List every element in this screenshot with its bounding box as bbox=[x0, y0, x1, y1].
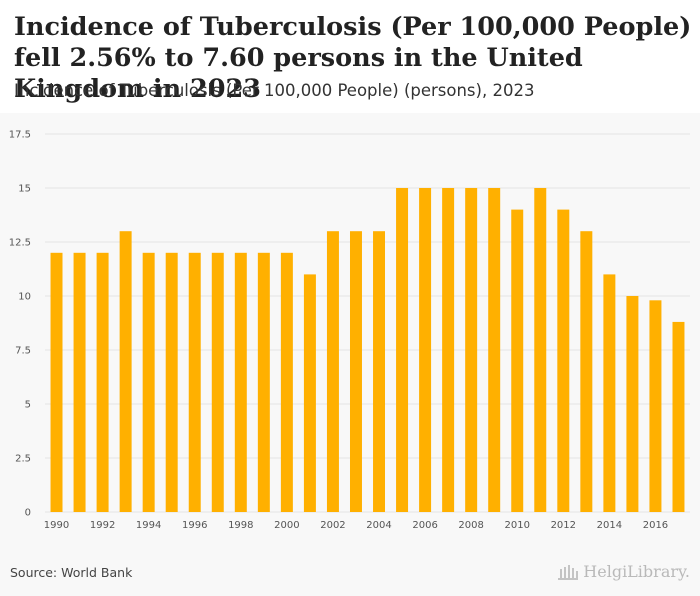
y-tick-label: 7.5 bbox=[15, 346, 31, 357]
bar-2001[interactable] bbox=[303, 274, 316, 512]
bar-2003[interactable] bbox=[349, 231, 362, 512]
x-tick-label: 1992 bbox=[90, 520, 115, 531]
x-tick-labels: 1990 1992 1994 1996 1998 2000 2002 2004 2006 2008… bbox=[44, 520, 668, 531]
bar-2006[interactable] bbox=[419, 188, 432, 512]
x-tick-label: 2004 bbox=[366, 520, 391, 531]
bar-1998[interactable] bbox=[234, 252, 247, 513]
bar-1990[interactable] bbox=[50, 252, 63, 513]
y-tick-label: 17.5 bbox=[9, 130, 31, 141]
bar-2014[interactable] bbox=[603, 274, 616, 512]
bar-1995[interactable] bbox=[165, 252, 178, 513]
bar-2008[interactable] bbox=[465, 188, 478, 512]
bar-1993[interactable] bbox=[119, 231, 132, 512]
helgi-library-logo: HelgiLibrary. bbox=[557, 562, 690, 581]
grid-lines bbox=[45, 133, 690, 513]
x-tick-label: 2008 bbox=[458, 520, 483, 531]
bar-1999[interactable] bbox=[257, 252, 270, 513]
bar-1994[interactable] bbox=[142, 252, 155, 513]
bar-2007[interactable] bbox=[442, 188, 455, 512]
chart-title: Incidence of Tuberculosis (Per 100,000 P… bbox=[14, 12, 692, 104]
bar-2000[interactable] bbox=[280, 252, 293, 513]
bar-2015[interactable] bbox=[626, 296, 639, 512]
source-note: Source: World Bank bbox=[10, 565, 133, 580]
bar-2017[interactable] bbox=[672, 321, 685, 512]
x-tick-label: 2006 bbox=[412, 520, 437, 531]
y-tick-label: 2.5 bbox=[15, 454, 31, 465]
bar-1997[interactable] bbox=[211, 252, 224, 513]
y-tick-label: 12.5 bbox=[9, 238, 31, 249]
x-tick-label: 2014 bbox=[597, 520, 622, 531]
x-tick-label: 2012 bbox=[551, 520, 576, 531]
bar-2011[interactable] bbox=[534, 188, 547, 512]
chart-header: Incidence of Tuberculosis (Per 100,000 P… bbox=[0, 0, 700, 113]
x-tick-label: 1994 bbox=[136, 520, 161, 531]
y-tick-label: 5 bbox=[25, 400, 31, 411]
chart-area: 0 2.5 5 7.5 10 12.5 15 17.5 1990 1992 1994 1996 199… bbox=[0, 113, 700, 596]
bars bbox=[50, 188, 685, 513]
bar-2013[interactable] bbox=[580, 231, 593, 512]
x-tick-label: 1996 bbox=[182, 520, 207, 531]
x-tick-label: 2010 bbox=[505, 520, 530, 531]
library-building-icon bbox=[558, 564, 579, 580]
bar-2016[interactable] bbox=[649, 300, 662, 512]
bar-2010[interactable] bbox=[511, 209, 524, 512]
y-tick-label: 10 bbox=[18, 292, 31, 303]
bar-2012[interactable] bbox=[557, 209, 570, 512]
x-tick-label: 2016 bbox=[643, 520, 668, 531]
y-tick-labels: 0 2.5 5 7.5 10 12.5 15 17.5 bbox=[9, 130, 31, 519]
bar-2002[interactable] bbox=[326, 231, 339, 512]
x-tick-label: 1990 bbox=[44, 520, 69, 531]
logo-text: HelgiLibrary. bbox=[583, 562, 690, 581]
x-tick-label: 2000 bbox=[274, 520, 299, 531]
chart-subtitle: Incidence of Tuberculosis (Per 100,000 P… bbox=[14, 81, 535, 100]
bar-1996[interactable] bbox=[188, 252, 201, 513]
x-tick-label: 2002 bbox=[320, 520, 345, 531]
bar-1991[interactable] bbox=[73, 252, 86, 513]
bar-2004[interactable] bbox=[373, 231, 386, 512]
y-tick-label: 15 bbox=[18, 184, 31, 195]
x-tick-label: 1998 bbox=[228, 520, 253, 531]
bar-2009[interactable] bbox=[488, 188, 501, 512]
bar-2005[interactable] bbox=[396, 188, 409, 512]
bar-1992[interactable] bbox=[96, 252, 109, 513]
y-tick-label: 0 bbox=[25, 508, 31, 519]
